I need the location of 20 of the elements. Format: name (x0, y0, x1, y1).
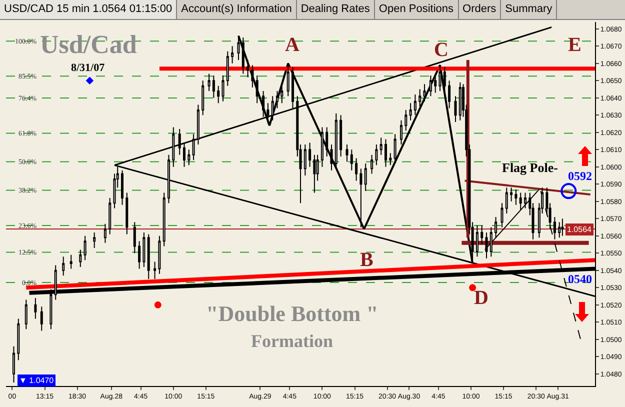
text: Orders (458, 0, 502, 19)
annotation: Flag Pole- (502, 160, 558, 175)
annotation: "Double Bottom " (206, 301, 378, 326)
text: Open Positions (374, 0, 459, 19)
annotation: Formation (251, 331, 333, 351)
annotation: D (474, 287, 488, 309)
text: Dealing Rates (296, 0, 375, 19)
annotation: E (568, 34, 582, 56)
ref-line-label: 1.0564 (567, 225, 592, 234)
chart-title: USD/CAD 15 min 1.0564 01:15:00 (0, 0, 178, 19)
annotation: 0592 (568, 169, 592, 183)
annotation: C (434, 39, 448, 61)
annotation: 8/31/07 (71, 62, 106, 74)
annotation: B (360, 249, 374, 271)
text: Summary (501, 0, 558, 19)
annotation: Usd/Cad (40, 30, 138, 59)
text: Account(s) Information (177, 0, 297, 19)
annotation: 0540 (568, 272, 592, 286)
annotation: A (285, 34, 300, 56)
annotation: ▼ 1.0470 (19, 376, 54, 385)
